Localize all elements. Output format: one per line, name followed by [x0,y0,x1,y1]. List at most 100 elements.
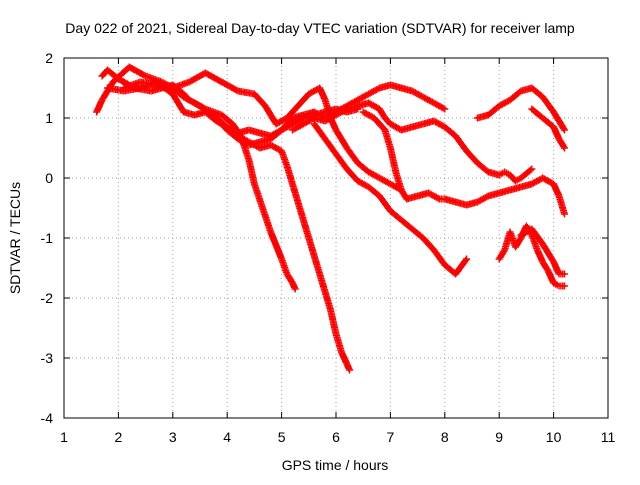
series-track-6 [288,99,536,185]
marker-trail [453,256,470,277]
y-tick-label: 1 [45,110,53,126]
y-tick-label: -1 [41,230,54,246]
chart-title: Day 022 of 2021, Sidereal Day-to-day VTE… [65,20,575,36]
series-track-8 [310,120,471,278]
marker-trail [181,94,202,109]
axis-ticks: 1 2 3 4 5 6 7 8 9 10 11 -4 -3 -2 -1 0 1 2 [41,50,616,445]
marker-trail [410,226,426,241]
marker-trail [442,124,458,139]
marker-trail [361,109,376,121]
marker-trail [557,282,567,290]
marker-trail [110,64,132,85]
x-tick-label: 5 [278,429,286,445]
marker-trail [556,137,568,150]
marker-trail [279,115,295,133]
marker-trail [529,106,545,121]
marker-trail [203,70,224,85]
x-tick-label: 11 [601,429,616,445]
marker-trail [267,230,285,261]
marker-trail [344,166,361,184]
marker-trail [366,100,382,112]
y-tick-label: -3 [41,350,54,366]
marker-trail [432,100,447,112]
data-point [291,285,299,293]
marker-trail [213,115,230,133]
marker-trail [305,236,323,276]
marker-trail [366,184,382,199]
marker-trail [259,206,274,234]
marker-trail [274,115,289,127]
data-point [560,144,568,152]
marker-trail [529,85,545,100]
marker-trail [344,145,361,166]
x-tick-label: 2 [115,429,123,445]
x-tick-label: 3 [169,429,177,445]
marker-trail [540,115,556,130]
marker-trail [366,85,382,97]
marker-trail [453,133,470,154]
marker-trail [432,118,447,130]
marker-trail [420,235,437,253]
marker-trail [437,195,447,203]
marker-trail [344,362,353,372]
marker-trail [497,97,512,109]
marker-trail [376,107,388,120]
marker-trail [486,103,502,118]
marker-trail [268,127,284,142]
marker-trail [333,127,350,151]
marker-trail [323,112,338,124]
data-point [463,255,471,263]
data-point [441,105,449,113]
y-tick-label: -2 [41,290,54,306]
y-tick-label: 0 [45,170,53,186]
marker-trail [475,193,491,205]
marker-trail [366,169,382,181]
x-axis-label: GPS time / hours [282,457,389,473]
marker-trail [284,164,301,204]
data-point [528,165,536,173]
marker-trail [557,270,567,278]
marker-trail [251,182,266,210]
marker-trail [262,103,279,127]
marker-trail [294,200,312,240]
marker-trail [355,160,371,175]
marker-trail [556,194,568,216]
marker-trail [334,106,349,118]
y-tick-label: -4 [41,410,54,426]
x-tick-label: 1 [60,429,68,445]
data-point [560,210,568,218]
x-tick-label: 7 [387,429,395,445]
series-track-5 [212,81,449,149]
series-track-3 [120,69,405,194]
marker-trail [290,121,306,133]
series-track-12 [517,225,568,278]
marker-trail [316,86,328,102]
x-tick-label: 4 [223,429,231,445]
marker-trail [252,91,268,109]
data-point [560,126,568,134]
marker-trail [540,175,556,187]
marker-trail [529,226,546,247]
marker-trail [355,178,371,190]
marker-trail [387,146,399,174]
marker-trail [534,248,546,264]
marker-trail [284,272,296,285]
series-track-10 [528,105,568,152]
marker-trail [540,260,551,273]
marker-trail [355,91,371,103]
marker-trail [268,142,284,154]
marker-trail [333,332,345,354]
marker-trail [187,70,208,85]
marker-trail [540,241,557,265]
marker-trail [503,169,512,178]
marker-trail [431,247,448,268]
marker-trail [311,121,328,142]
marker-trail [551,280,561,289]
x-tick-label: 9 [495,429,503,445]
data-point [346,366,354,374]
marker-trail [550,109,568,133]
series-track-7 [359,108,568,218]
x-tick-label: 6 [332,429,340,445]
